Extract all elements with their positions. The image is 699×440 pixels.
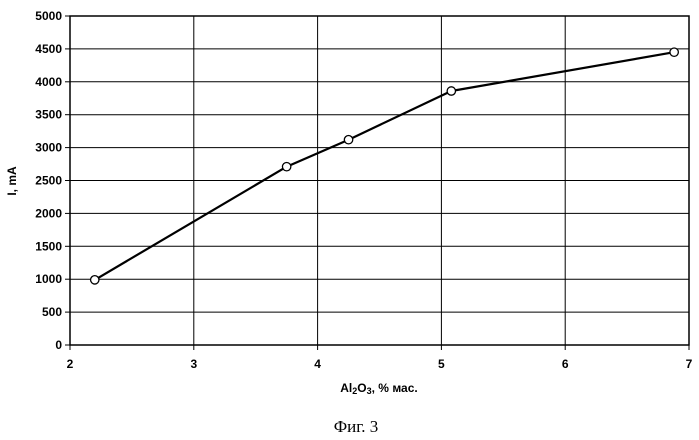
- series-line: [95, 52, 674, 280]
- x-axis-ticks: 2 3 4 5 6 7: [67, 345, 693, 371]
- data-point: [344, 136, 352, 144]
- x-tick-label: 3: [190, 357, 197, 371]
- data-point: [447, 87, 455, 95]
- figure-caption: Фиг. 3: [334, 417, 379, 436]
- x-tick-label: 5: [438, 357, 445, 371]
- x-tick-label: 6: [562, 357, 569, 371]
- y-tick-label: 5000: [35, 9, 62, 23]
- y-tick-label: 500: [42, 305, 62, 319]
- y-axis-label: I, mA: [5, 166, 19, 196]
- data-series: [91, 48, 679, 284]
- x-tick-label: 2: [67, 357, 74, 371]
- y-tick-label: 3000: [35, 141, 62, 155]
- data-point: [670, 48, 678, 56]
- y-tick-label: 2500: [35, 174, 62, 188]
- y-axis-ticks: 0 500 1000 1500 2000 2500 3000 3500 4000 4500 5000: [35, 9, 70, 352]
- y-tick-label: 4500: [35, 42, 62, 56]
- y-tick-label: 2000: [35, 206, 62, 220]
- y-tick-label: 0: [55, 338, 62, 352]
- y-tick-label: 1500: [35, 239, 62, 253]
- x-tick-label: 7: [686, 357, 693, 371]
- x-axis-label: Al2O3, % мас.: [340, 381, 417, 396]
- y-tick-label: 3500: [35, 108, 62, 122]
- y-tick-label: 1000: [35, 272, 62, 286]
- y-tick-label: 4000: [35, 75, 62, 89]
- data-point: [91, 276, 99, 284]
- x-tick-label: 4: [314, 357, 321, 371]
- data-point: [282, 162, 290, 170]
